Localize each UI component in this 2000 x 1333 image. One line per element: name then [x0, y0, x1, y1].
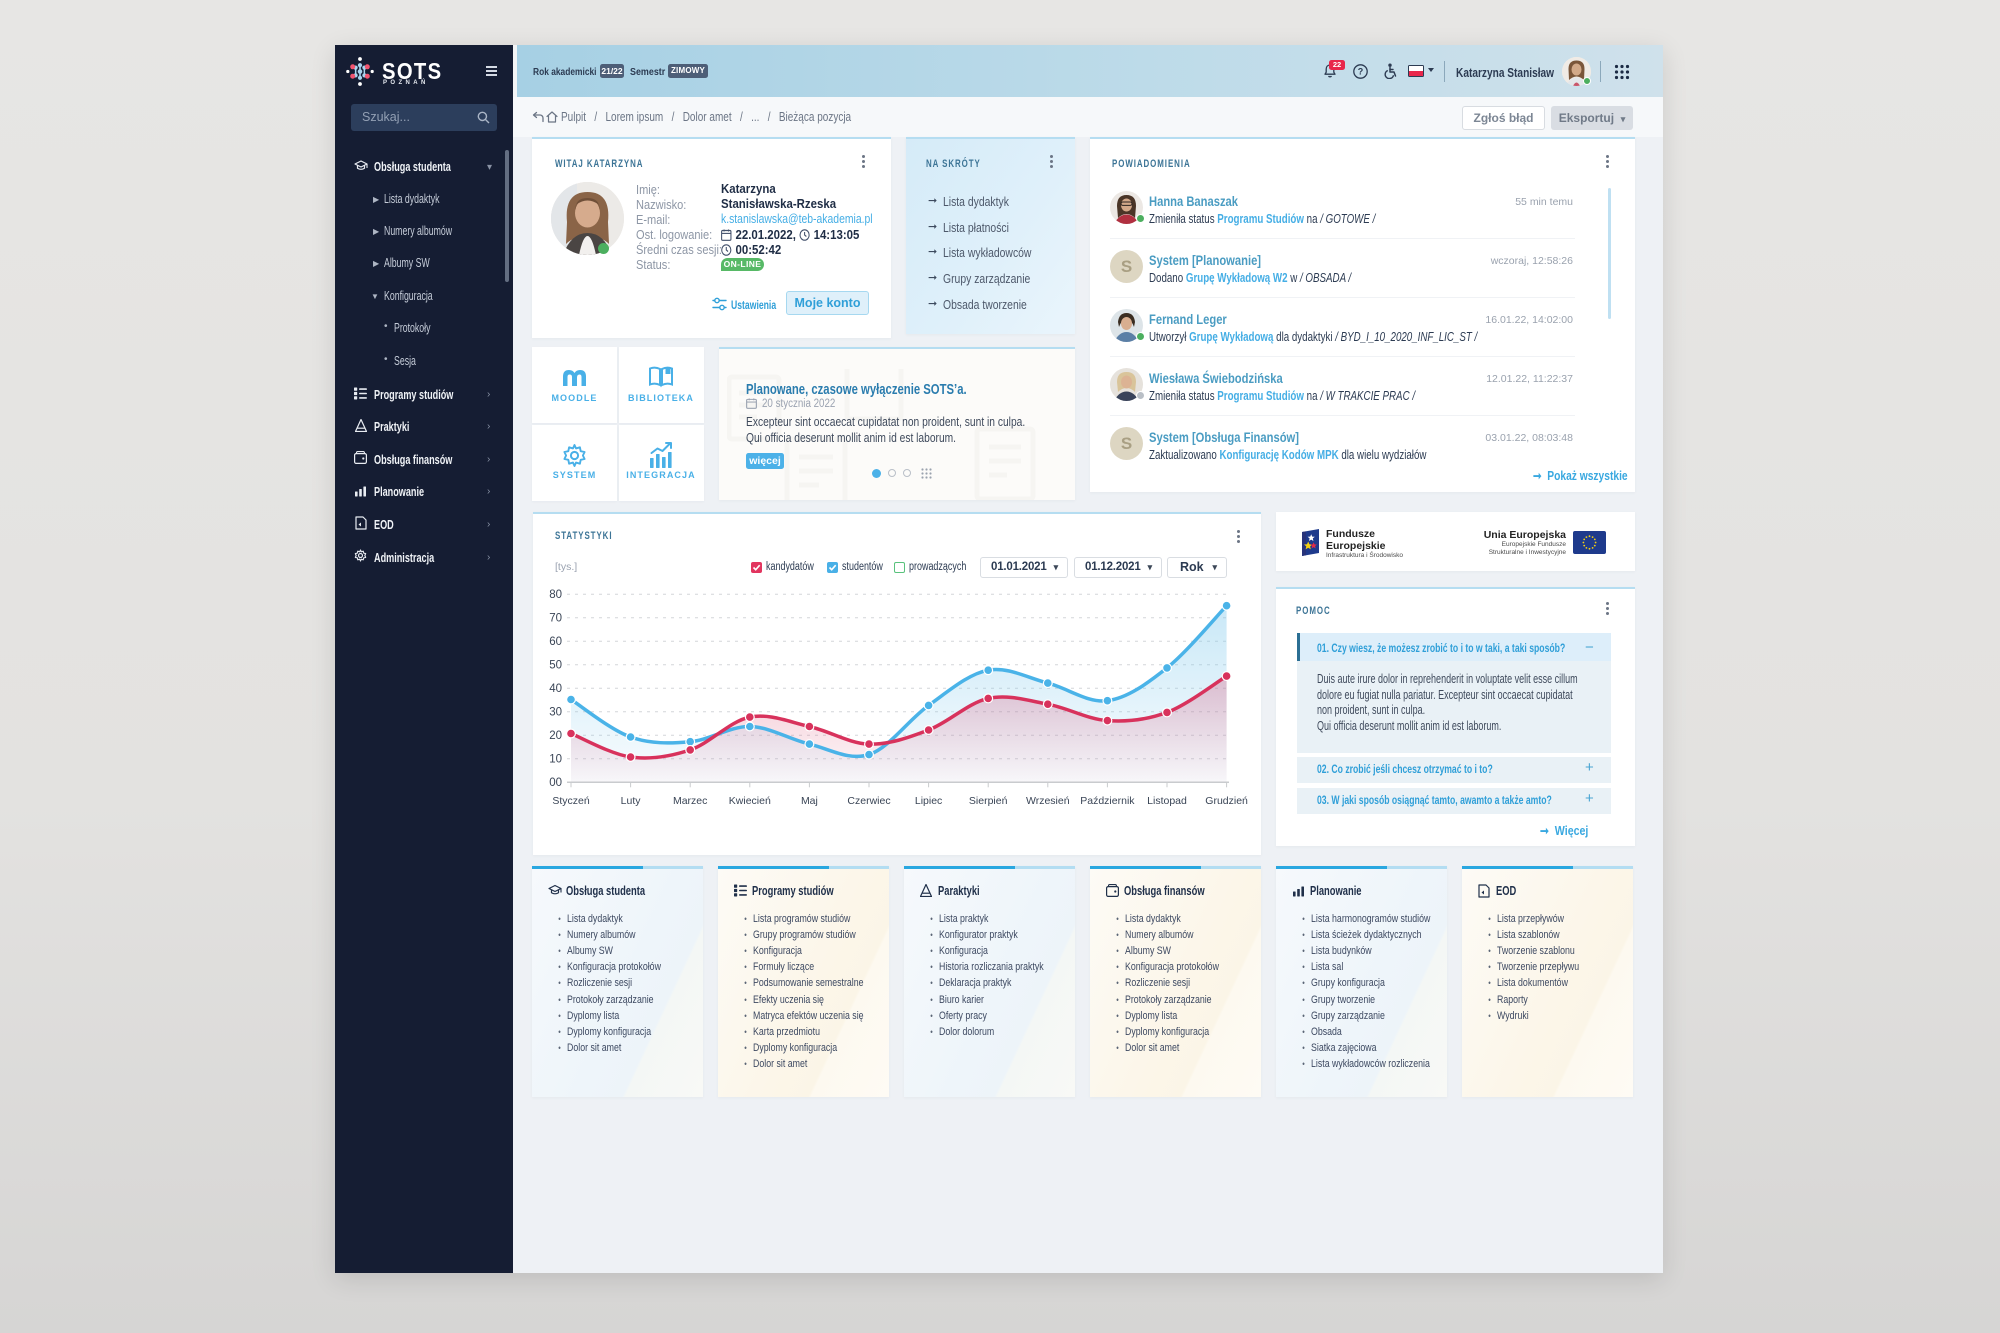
- svg-text:20: 20: [549, 730, 562, 742]
- svg-text:Kwiecień: Kwiecień: [729, 795, 771, 807]
- svg-text:00: 00: [549, 777, 562, 789]
- svg-text:?: ?: [1358, 67, 1364, 77]
- svg-text:Marzec: Marzec: [673, 795, 707, 807]
- svg-text:Czerwiec: Czerwiec: [847, 795, 890, 807]
- svg-text:Luty: Luty: [621, 795, 642, 807]
- svg-text:10: 10: [549, 754, 562, 766]
- svg-text:80: 80: [549, 589, 562, 601]
- svg-text:40: 40: [549, 683, 562, 695]
- svg-text:Listopad: Listopad: [1147, 795, 1187, 807]
- svg-text:Lipiec: Lipiec: [915, 795, 942, 807]
- svg-text:Maj: Maj: [801, 795, 818, 807]
- svg-text:50: 50: [549, 660, 562, 672]
- svg-text:Wrzesień: Wrzesień: [1026, 795, 1070, 807]
- svg-text:30: 30: [549, 707, 562, 719]
- svg-text:70: 70: [549, 613, 562, 625]
- svg-text:Sierpień: Sierpień: [969, 795, 1008, 807]
- svg-text:60: 60: [549, 636, 562, 648]
- svg-text:Grudzień: Grudzień: [1205, 795, 1248, 807]
- svg-text:Październik: Październik: [1080, 795, 1135, 807]
- svg-text:Styczeń: Styczeń: [552, 795, 590, 807]
